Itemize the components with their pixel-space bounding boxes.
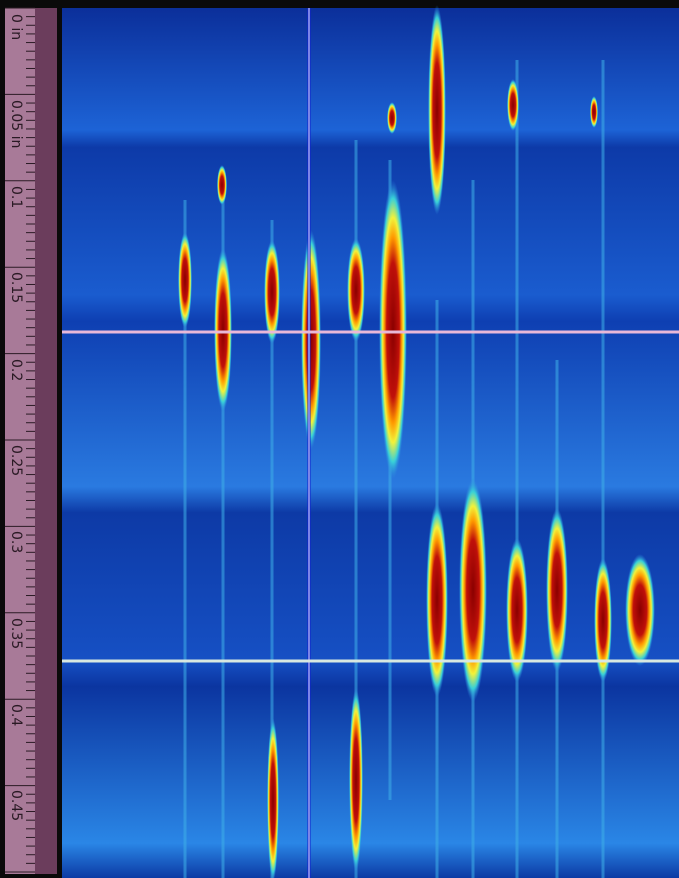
ruler-label: 0.35 [8, 618, 24, 649]
ruler-label: 0.25 [8, 445, 24, 476]
reflections [178, 5, 655, 878]
ruler-strip [5, 8, 35, 874]
ruler-label: 0.1 [8, 186, 24, 208]
ruler-label: 0.45 [8, 790, 24, 821]
ruler-strip-dark [35, 8, 57, 874]
ruler-label: 0 in [8, 14, 24, 40]
ruler-label: 0.4 [8, 704, 24, 726]
ruler-label: 0.3 [8, 531, 24, 553]
ruler-label: 0.2 [8, 359, 24, 381]
scan-image [62, 8, 679, 878]
ruler-label: 0.05 in [8, 100, 24, 148]
ruler-label: 0.15 [8, 272, 24, 303]
ruler-labels: 0 in 0.05 in 0.1 0.15 0.2 0.25 0.3 0.35 … [8, 14, 24, 821]
